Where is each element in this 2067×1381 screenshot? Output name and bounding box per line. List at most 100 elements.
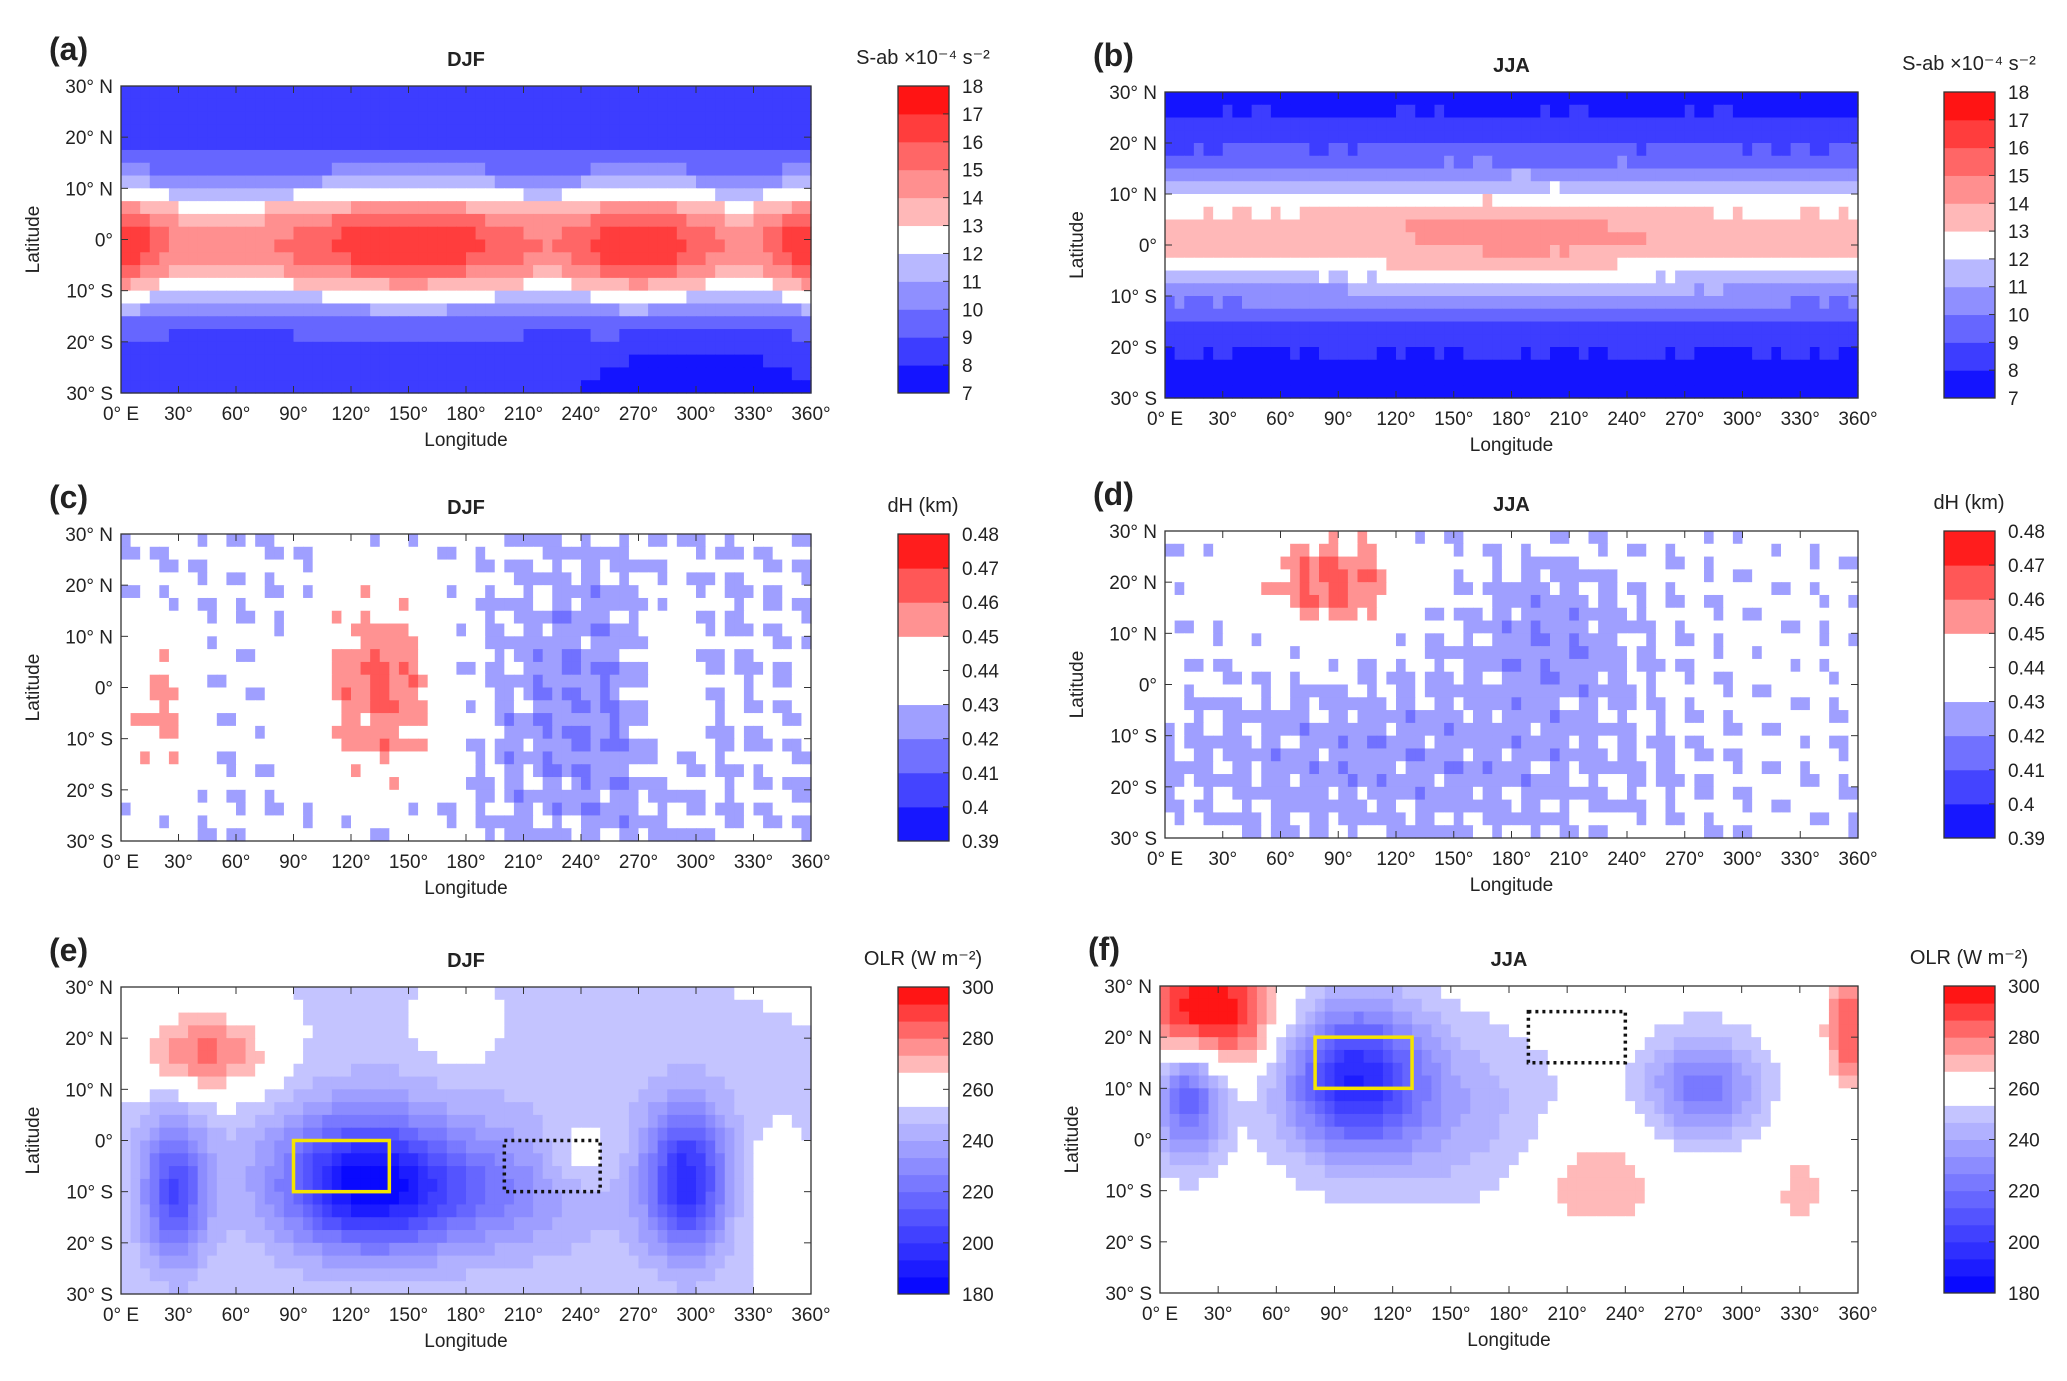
heatmap-cell xyxy=(676,546,688,561)
heatmap-cell xyxy=(1704,283,1715,297)
heatmap-cell xyxy=(619,175,630,189)
heatmap-cell xyxy=(1761,308,1772,323)
heatmap-cell xyxy=(648,380,659,394)
heatmap-cell xyxy=(1742,245,1753,259)
heatmap-cell xyxy=(140,162,151,177)
heatmap-cell xyxy=(398,559,410,573)
heatmap-cell xyxy=(1357,372,1368,386)
heatmap-cell xyxy=(1617,385,1628,399)
heatmap-cell xyxy=(456,354,467,369)
heatmap-cell xyxy=(753,188,764,202)
heatmap-cell xyxy=(485,380,496,394)
heatmap-cell xyxy=(715,239,726,253)
heatmap-cell xyxy=(1396,143,1407,157)
heatmap-cell xyxy=(734,380,745,394)
heatmap-cell xyxy=(283,380,295,394)
heatmap-cell xyxy=(274,764,285,778)
heatmap-cell xyxy=(1655,385,1667,399)
heatmap-cell xyxy=(1232,308,1243,323)
heatmap-cell xyxy=(197,713,208,727)
heatmap-cell xyxy=(581,290,592,305)
heatmap-cell xyxy=(1704,334,1715,348)
heatmap-cell xyxy=(226,201,237,215)
heatmap-cell xyxy=(1232,283,1243,297)
heatmap-cell xyxy=(1761,219,1772,233)
heatmap-cell xyxy=(561,687,573,701)
heatmap-cell xyxy=(1357,168,1368,182)
heatmap-cell xyxy=(1386,385,1397,399)
heatmap-cell xyxy=(264,188,275,202)
heatmap-cell xyxy=(1367,347,1378,361)
heatmap-cell xyxy=(628,546,640,561)
heatmap-cell xyxy=(1771,181,1782,195)
heatmap-cell xyxy=(801,751,812,765)
heatmap-cell xyxy=(1396,181,1407,195)
heatmap-cell xyxy=(1492,257,1503,272)
heatmap-cell xyxy=(1550,194,1561,208)
heatmap-cell xyxy=(1357,232,1368,246)
heatmap-cell xyxy=(619,636,630,650)
heatmap-cell xyxy=(226,661,237,676)
heatmap-cell xyxy=(370,700,381,714)
heatmap-cell xyxy=(1790,257,1801,272)
heatmap-cell xyxy=(322,380,333,394)
heatmap-cell xyxy=(245,98,256,113)
heatmap-cell xyxy=(1270,232,1282,246)
heatmap-cell xyxy=(1434,104,1445,119)
heatmap-cell xyxy=(1270,155,1282,170)
heatmap-cell xyxy=(360,149,371,164)
heatmap-cell xyxy=(1781,232,1792,246)
heatmap-cell xyxy=(331,111,343,125)
heatmap-cell xyxy=(322,764,333,778)
heatmap-cell xyxy=(130,226,141,241)
heatmap-cell xyxy=(1627,308,1638,323)
heatmap-cell xyxy=(667,290,678,305)
heatmap-cell xyxy=(552,751,563,765)
heatmap-cell xyxy=(1434,168,1445,182)
heatmap-cell xyxy=(331,585,343,599)
heatmap-cell xyxy=(600,751,611,765)
heatmap-cell xyxy=(734,700,745,714)
heatmap-cell xyxy=(1299,117,1310,131)
heatmap-cell xyxy=(676,649,688,663)
heatmap-cell xyxy=(705,572,716,586)
heatmap-cell xyxy=(149,277,160,292)
heatmap-cell xyxy=(686,252,697,266)
heatmap-cell xyxy=(197,700,208,714)
heatmap-cell xyxy=(1598,334,1609,348)
heatmap-cell xyxy=(1242,117,1253,131)
heatmap-cell xyxy=(696,572,707,586)
heatmap-cell xyxy=(494,303,505,317)
heatmap-cell xyxy=(1463,181,1474,195)
heatmap-cell xyxy=(1242,257,1253,272)
colorbar-band xyxy=(1944,258,1995,288)
heatmap-cell xyxy=(1713,181,1724,195)
heatmap-cell xyxy=(149,175,160,189)
colorbar-tick-label: 16 xyxy=(2008,139,2029,160)
heatmap-cell xyxy=(1617,283,1628,297)
heatmap-cell xyxy=(801,226,812,241)
y-tick-label: 30° N xyxy=(65,77,113,98)
heatmap-cell xyxy=(427,674,438,689)
heatmap-cell xyxy=(1280,308,1291,323)
heatmap-cell xyxy=(1598,308,1609,323)
heatmap-cell xyxy=(283,700,295,714)
heatmap-cell xyxy=(1790,334,1801,348)
heatmap-cell xyxy=(341,354,352,369)
heatmap-cell xyxy=(763,239,774,253)
heatmap-cell xyxy=(178,687,189,701)
heatmap-cell xyxy=(791,252,803,266)
heatmap-cell xyxy=(504,713,515,727)
heatmap-cell xyxy=(724,367,735,381)
heatmap-cell xyxy=(561,290,573,305)
heatmap-cell xyxy=(1829,372,1840,386)
heatmap-cell xyxy=(581,226,592,241)
heatmap-cell xyxy=(1328,245,1339,259)
heatmap-cell xyxy=(791,674,803,689)
heatmap-cell xyxy=(724,649,735,663)
heatmap-cell xyxy=(1463,168,1474,182)
heatmap-cell xyxy=(1357,117,1368,131)
heatmap-cell xyxy=(705,265,716,279)
heatmap-cell xyxy=(1752,219,1763,233)
heatmap-cell xyxy=(782,380,793,394)
